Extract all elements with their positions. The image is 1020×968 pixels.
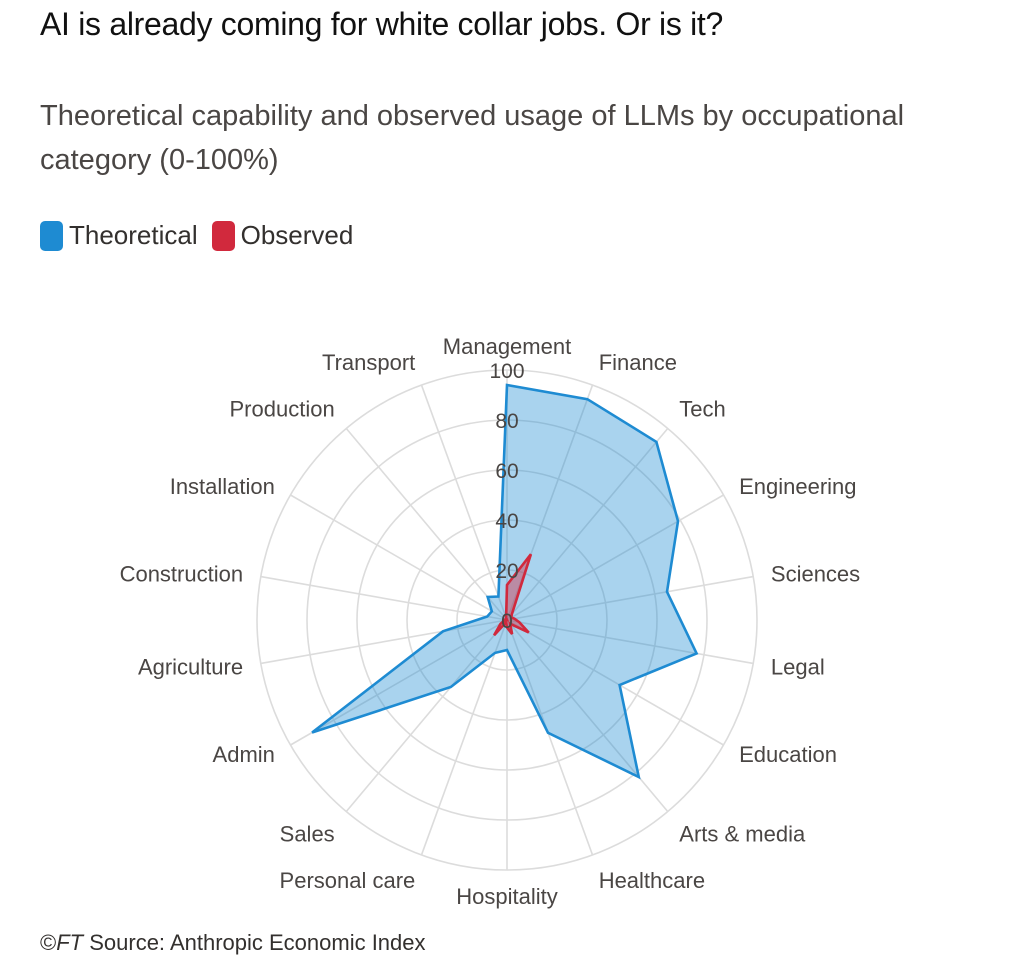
grid-spoke-legal bbox=[506, 619, 754, 665]
grid-layer bbox=[256, 369, 758, 871]
category-label-sales: Sales bbox=[280, 821, 335, 846]
grid-spoke-admin bbox=[290, 619, 508, 746]
grid-spoke-engineering bbox=[506, 494, 724, 621]
series-area-observed bbox=[492, 553, 533, 637]
category-label-transport: Transport bbox=[322, 350, 415, 375]
legend-label-observed: Observed bbox=[240, 220, 354, 250]
category-label-construction: Construction bbox=[120, 562, 244, 587]
category-label-tech: Tech bbox=[679, 397, 725, 422]
legend-label-theoretical: Theoretical bbox=[69, 220, 198, 250]
radial-tick-label-0: 0 bbox=[501, 610, 513, 633]
category-label-installation: Installation bbox=[170, 474, 275, 499]
radial-tick-label-100: 100 bbox=[489, 360, 524, 383]
grid-spoke-personal-care bbox=[420, 619, 508, 856]
category-label-production: Production bbox=[230, 397, 335, 422]
category-label-healthcare: Healthcare bbox=[599, 868, 705, 893]
radial-tick-label-40: 40 bbox=[495, 510, 518, 533]
legend-swatch-theoretical bbox=[40, 220, 63, 251]
category-label-agriculture: Agriculture bbox=[138, 655, 243, 680]
source-footer: ©FT Source: Anthropic Economic Index bbox=[40, 930, 426, 956]
legend-swatch-observed bbox=[211, 220, 235, 251]
category-label-personal-care: Personal care bbox=[280, 868, 416, 893]
category-label-admin: Admin bbox=[213, 742, 275, 767]
category-label-arts-and-media: Arts & media bbox=[679, 821, 806, 846]
footer-copyright: © bbox=[40, 930, 57, 955]
radial-tick-label-20: 20 bbox=[495, 560, 518, 583]
grid-spoke-arts-and-media bbox=[506, 619, 669, 813]
category-label-sciences: Sciences bbox=[771, 562, 860, 587]
radial-tick-label-80: 80 bbox=[495, 410, 518, 433]
category-label-hospitality: Hospitality bbox=[456, 884, 557, 909]
category-label-engineering: Engineering bbox=[739, 474, 856, 499]
radial-tick-label-60: 60 bbox=[495, 460, 518, 483]
grid-spoke-sales bbox=[345, 619, 508, 813]
grid-spoke-healthcare bbox=[506, 619, 594, 856]
category-label-legal: Legal bbox=[771, 655, 825, 680]
category-label-education: Education bbox=[739, 742, 837, 767]
category-label-management: Management bbox=[443, 334, 571, 359]
footer-publisher: FT bbox=[56, 930, 84, 955]
chart-subtitle: Theoretical capability and observed usag… bbox=[40, 100, 905, 176]
grid-spoke-production bbox=[345, 427, 508, 621]
category-label-finance: Finance bbox=[599, 350, 677, 375]
grid-spoke-education bbox=[506, 619, 724, 746]
grid-spoke-transport bbox=[420, 384, 508, 621]
grid-spoke-installation bbox=[290, 494, 508, 621]
grid-spoke-agriculture bbox=[260, 619, 508, 665]
legend-item-observed: Observed bbox=[211, 220, 354, 251]
chart-title: AI is already coming for white collar jo… bbox=[40, 6, 724, 42]
grid-spoke-sciences bbox=[506, 575, 754, 621]
legend: Theoretical Observed bbox=[40, 220, 367, 251]
grid-spoke-tech bbox=[506, 427, 669, 621]
grid-spoke-construction bbox=[260, 575, 508, 621]
tick-layer: 0 20 40 60 80 100 bbox=[489, 360, 524, 633]
footer-source: Source: Anthropic Economic Index bbox=[83, 930, 426, 955]
series-layer bbox=[311, 383, 699, 780]
legend-item-theoretical: Theoretical bbox=[40, 220, 198, 251]
